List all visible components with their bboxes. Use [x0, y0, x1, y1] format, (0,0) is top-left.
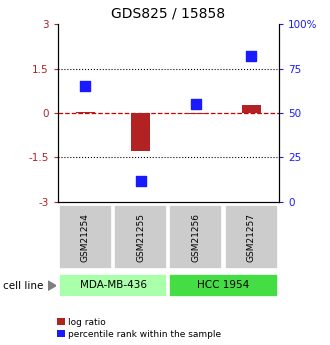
Point	[193, 101, 199, 107]
Text: GSM21255: GSM21255	[136, 213, 145, 262]
Bar	[186, 113, 206, 115]
Bar	[169, 205, 222, 269]
Bar	[131, 113, 150, 151]
Text: GSM21254: GSM21254	[81, 213, 90, 262]
Bar	[225, 205, 278, 269]
Text: HCC 1954: HCC 1954	[197, 280, 250, 290]
Bar	[59, 274, 167, 297]
Bar	[114, 205, 167, 269]
Point	[83, 83, 88, 89]
Bar	[59, 205, 112, 269]
Bar	[242, 105, 261, 113]
Point	[248, 53, 254, 59]
Text: MDA-MB-436: MDA-MB-436	[80, 280, 147, 290]
Polygon shape	[48, 281, 56, 290]
Bar	[169, 274, 278, 297]
Point	[138, 178, 143, 183]
Bar	[76, 111, 95, 113]
Text: cell line: cell line	[3, 281, 44, 290]
Text: GSM21256: GSM21256	[191, 213, 200, 262]
Legend: log ratio, percentile rank within the sample: log ratio, percentile rank within the sa…	[57, 318, 221, 339]
Text: GSM21257: GSM21257	[247, 213, 256, 262]
Title: GDS825 / 15858: GDS825 / 15858	[111, 6, 225, 20]
